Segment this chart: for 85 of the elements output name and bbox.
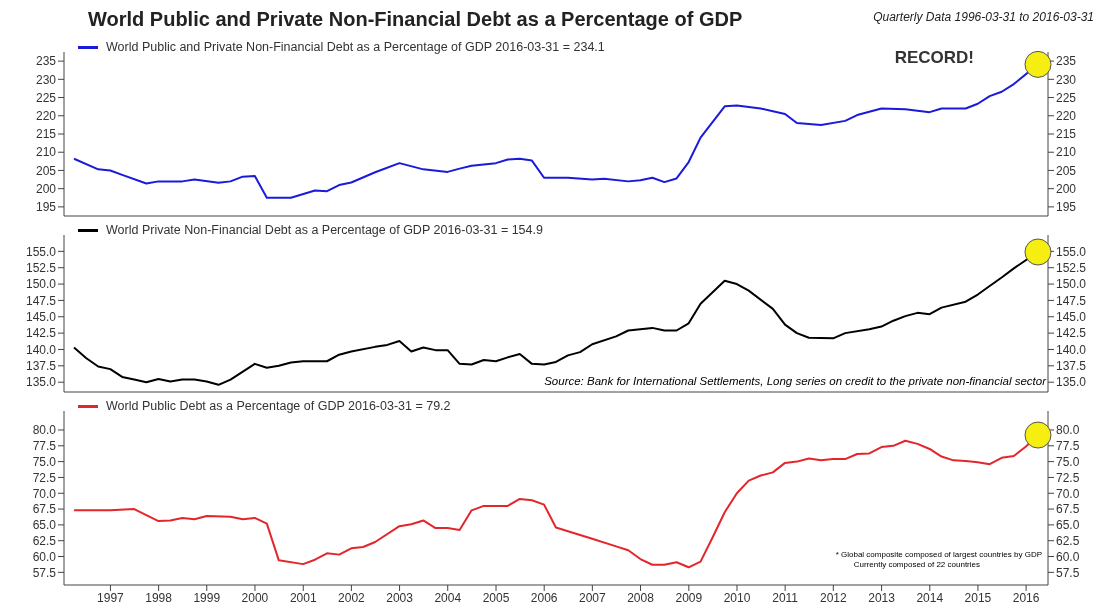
y2-tick-label: 152.5 — [1056, 260, 1087, 275]
x-tick-label: 2006 — [530, 590, 558, 605]
y2-tick-label: 137.5 — [1056, 359, 1087, 374]
x-tick-label: 2001 — [289, 590, 317, 605]
y2-tick-label: 80.0 — [1056, 423, 1080, 438]
y2-tick-label: 75.0 — [1056, 454, 1080, 469]
y2-tick-label: 155.0 — [1056, 244, 1087, 259]
y2-tick-label: 225 — [1056, 90, 1077, 105]
y2-tick-label: 72.5 — [1056, 470, 1080, 485]
y2-tick-label: 147.5 — [1056, 293, 1087, 308]
y-tick-label: 220 — [35, 109, 57, 124]
y2-tick-label: 65.0 — [1056, 518, 1080, 533]
y-tick-label: 155.0 — [25, 244, 57, 259]
x-tick-label: 2008 — [627, 590, 655, 605]
x-tick-label: 2016 — [1012, 590, 1040, 605]
legend-label: World Public and Private Non-Financial Debt as a Percentage of GDP 2016-03-31 = 234.1 — [106, 40, 605, 54]
y-tick-label: 72.5 — [32, 470, 57, 485]
y2-tick-label: 140.0 — [1056, 342, 1087, 357]
x-tick-label: 2002 — [338, 590, 366, 605]
y-tick-label: 67.5 — [32, 502, 57, 517]
legend-label: World Private Non-Financial Debt as a Percentage of GDP 2016-03-31 = 154.9 — [106, 223, 543, 237]
x-tick-label: 2010 — [723, 590, 751, 605]
chart-title: World Public and Private Non-Financial Debt as a Percentage of GDP — [88, 8, 743, 31]
x-tick-label: 2005 — [482, 590, 510, 605]
y-tick-label: 70.0 — [32, 486, 57, 501]
x-tick-label: 2014 — [916, 590, 944, 605]
y-tick-label: 230 — [35, 72, 57, 87]
annotation: RECORD! — [894, 48, 974, 68]
x-tick-label: 2007 — [579, 590, 607, 605]
y2-tick-label: 200 — [1056, 181, 1077, 196]
y2-tick-label: 62.5 — [1056, 533, 1080, 548]
y2-tick-label: 230 — [1056, 72, 1077, 87]
y-tick-label: 75.0 — [32, 454, 57, 469]
x-tick-label: 2011 — [772, 590, 799, 605]
annotation: * Global composite composed of largest countries by GDP — [835, 550, 1042, 559]
y2-tick-label: 205 — [1056, 163, 1077, 178]
y-tick-label: 147.5 — [25, 293, 57, 308]
y-tick-label: 60.0 — [32, 549, 57, 564]
x-tick-label: 2003 — [386, 590, 414, 605]
y2-tick-label: 60.0 — [1056, 549, 1080, 564]
y-tick-label: 150.0 — [25, 277, 57, 292]
x-tick-label: 2012 — [819, 590, 847, 605]
x-tick-label: 1999 — [193, 590, 221, 605]
y-tick-label: 62.5 — [32, 533, 57, 548]
legend-label: World Public Debt as a Percentage of GDP 2016-03-31 = 79.2 — [106, 399, 451, 413]
y2-tick-label: 145.0 — [1056, 310, 1087, 325]
annotation: Currently composed of 22 countries — [853, 560, 980, 569]
y-tick-label: 210 — [35, 145, 57, 160]
x-tick-label: 2000 — [241, 590, 269, 605]
y-tick-label: 152.5 — [25, 260, 57, 275]
y2-tick-label: 150.0 — [1056, 277, 1087, 292]
y-tick-label: 135.0 — [25, 375, 57, 390]
y2-tick-label: 67.5 — [1056, 502, 1080, 517]
y2-tick-label: 235 — [1056, 54, 1077, 69]
annotation: Source: Bank for International Settlements, Long series on credit to the private non-financial sector — [544, 375, 1046, 387]
x-tick-label: 1997 — [97, 590, 125, 605]
x-tick-label: 2004 — [434, 590, 462, 605]
y-tick-label: 205 — [35, 163, 57, 178]
x-tick-label: 2015 — [964, 590, 992, 605]
y2-tick-label: 215 — [1056, 127, 1077, 142]
y-tick-label: 77.5 — [32, 439, 57, 454]
chart-subtitle: Quarterly Data 1996-03-31 to 2016-03-31 — [873, 10, 1094, 24]
y-tick-label: 200 — [35, 181, 57, 196]
y-tick-label: 195 — [35, 200, 57, 215]
y2-tick-label: 195 — [1056, 200, 1077, 215]
y-tick-label: 235 — [35, 54, 57, 69]
y-tick-label: 140.0 — [25, 342, 57, 357]
y2-tick-label: 135.0 — [1056, 375, 1087, 390]
y-tick-label: 80.0 — [32, 423, 57, 438]
y2-tick-label: 57.5 — [1056, 565, 1080, 580]
y-tick-label: 145.0 — [25, 310, 57, 325]
y2-tick-label: 70.0 — [1056, 486, 1080, 501]
y-tick-label: 65.0 — [32, 518, 57, 533]
y-tick-label: 215 — [35, 127, 57, 142]
x-tick-label: 1998 — [145, 590, 173, 605]
x-tick-label: 2009 — [675, 590, 703, 605]
y-tick-label: 225 — [35, 90, 57, 105]
y-tick-label: 57.5 — [32, 565, 57, 580]
x-tick-label: 2013 — [868, 590, 896, 605]
y2-tick-label: 210 — [1056, 145, 1077, 160]
y2-tick-label: 77.5 — [1056, 439, 1080, 454]
y2-tick-label: 220 — [1056, 109, 1077, 124]
y-tick-label: 142.5 — [25, 326, 57, 341]
y-tick-label: 137.5 — [25, 359, 57, 374]
y2-tick-label: 142.5 — [1056, 326, 1087, 341]
